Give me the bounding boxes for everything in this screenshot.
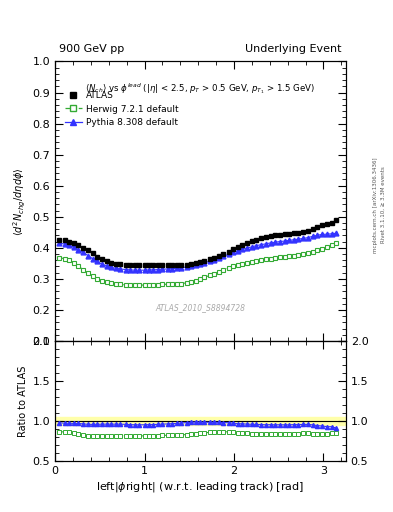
Herwig 7.2.1 default (334, 240, 338, 246)
Line: Pythia 8.308 default: Pythia 8.308 default (57, 231, 338, 272)
Pythia 8.308 default (128, 267, 132, 273)
Text: ATLAS_2010_S8894728: ATLAS_2010_S8894728 (155, 303, 246, 312)
Pythia 8.308 default (334, 230, 338, 236)
Y-axis label: Ratio to ATLAS: Ratio to ATLAS (18, 365, 28, 437)
Legend: ATLAS, Herwig 7.2.1 default, Pythia 8.308 default: ATLAS, Herwig 7.2.1 default, Pythia 8.30… (65, 91, 179, 127)
Text: Underlying Event: Underlying Event (245, 44, 342, 54)
Text: 900 GeV pp: 900 GeV pp (59, 44, 124, 54)
Text: $\langle N_{ch} \rangle$ vs $\phi^{lead}$ ($|\eta|$ < 2.5, $p_T$ > 0.5 GeV, $p_{: $\langle N_{ch} \rangle$ vs $\phi^{lead}… (85, 81, 316, 96)
Herwig 7.2.1 default (105, 279, 109, 285)
Herwig 7.2.1 default (128, 282, 132, 288)
Pythia 8.308 default (151, 267, 156, 273)
Pythia 8.308 default (57, 240, 62, 246)
Herwig 7.2.1 default (156, 282, 160, 288)
Pythia 8.308 default (142, 267, 147, 273)
Herwig 7.2.1 default (142, 282, 147, 288)
Herwig 7.2.1 default (235, 262, 240, 268)
Line: Herwig 7.2.1 default: Herwig 7.2.1 default (57, 241, 338, 288)
Text: mcplots.cern.ch [arXiv:1306.3436]: mcplots.cern.ch [arXiv:1306.3436] (373, 157, 378, 252)
Herwig 7.2.1 default (132, 282, 137, 288)
Text: Rivet 3.1.10, ≥ 3.3M events: Rivet 3.1.10, ≥ 3.3M events (381, 166, 386, 243)
Pythia 8.308 default (132, 267, 137, 273)
Herwig 7.2.1 default (151, 282, 156, 288)
Pythia 8.308 default (156, 266, 160, 272)
X-axis label: left|$\phi$right| (w.r.t. leading track) [rad]: left|$\phi$right| (w.r.t. leading track)… (96, 480, 305, 494)
Pythia 8.308 default (235, 248, 240, 254)
Y-axis label: $\langle d^2 N_{chg}/d\eta d\phi \rangle$: $\langle d^2 N_{chg}/d\eta d\phi \rangle… (12, 167, 28, 236)
Herwig 7.2.1 default (57, 254, 62, 261)
Pythia 8.308 default (105, 263, 109, 269)
Bar (55, 417, 346, 425)
